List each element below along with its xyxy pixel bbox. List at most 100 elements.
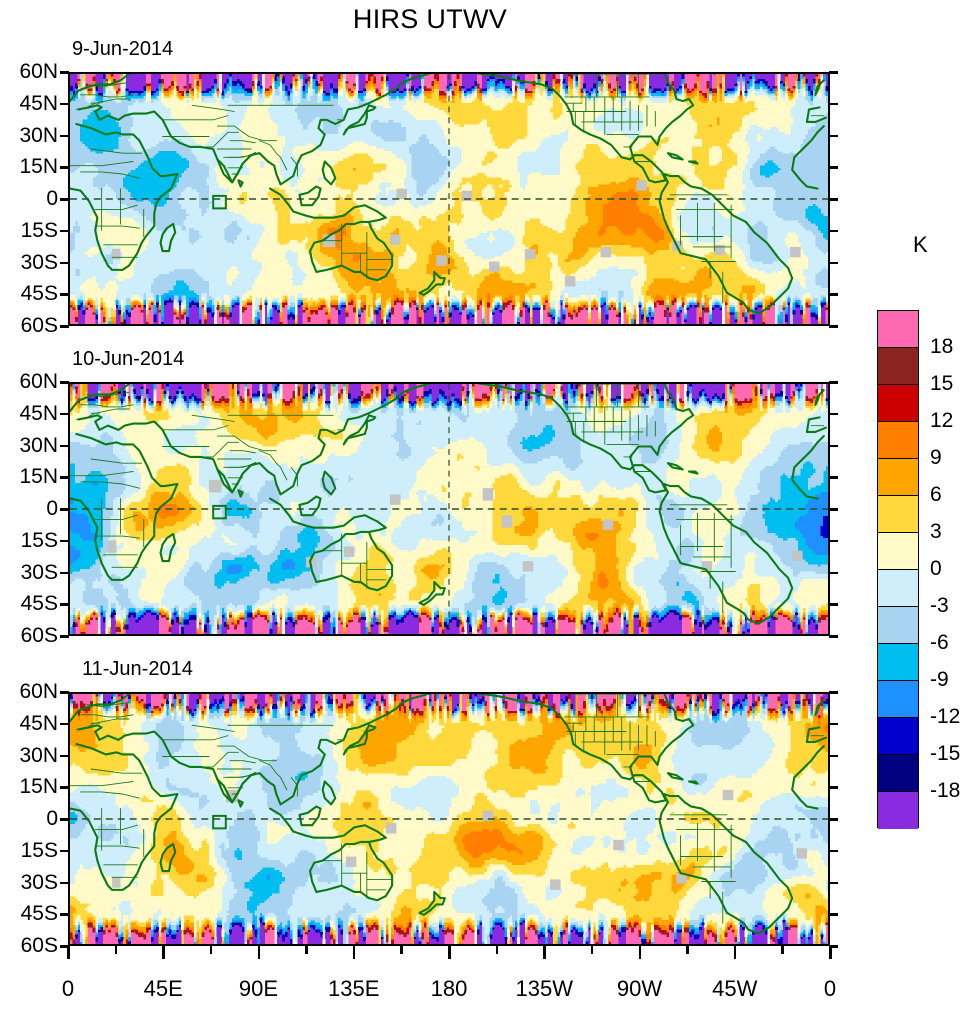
missing-data-box [524, 249, 536, 260]
colorbar-tick-label: 15 [930, 372, 954, 395]
y-axis-tick-mark [829, 754, 838, 757]
y-axis-tick-mark [60, 198, 69, 201]
y-axis-tick-label: 15S [20, 218, 58, 242]
country-border-line [259, 450, 288, 481]
country-border-line [94, 204, 138, 210]
coastline [814, 79, 825, 96]
coastline [687, 780, 699, 785]
y-axis-tick-mark [829, 476, 838, 479]
colorbar-segment [878, 311, 918, 348]
coastline [321, 160, 337, 186]
country-border-line [94, 514, 138, 520]
country-border-line [162, 735, 229, 741]
colorbar-tick-label: 12 [930, 409, 954, 432]
country-border-line [229, 760, 256, 764]
y-axis-tick-mark [60, 476, 69, 479]
y-axis-tick-mark [60, 818, 69, 821]
y-axis-tick-label: 60N [19, 60, 58, 83]
colorbar-segment [878, 459, 918, 496]
coastline [476, 694, 695, 804]
y-axis-tick-mark [829, 134, 838, 137]
y-axis-tick-label: 0 [46, 187, 58, 210]
x-axis-tick-label: 135W [515, 976, 573, 1001]
missing-data-box [501, 515, 513, 528]
y-axis-tick-mark [60, 913, 69, 916]
contour-fill-region [70, 694, 828, 944]
missing-data-box [482, 488, 494, 501]
country-border-line [80, 171, 140, 179]
x-axis-tick-mark [638, 945, 641, 959]
y-axis-tick-label: 45S [20, 282, 58, 306]
y-axis-tick-mark [829, 261, 838, 264]
map-panel-3 [68, 692, 830, 946]
coastline [216, 462, 257, 494]
y-axis-tick-mark [829, 166, 838, 169]
x-axis-tick-mark [543, 945, 546, 959]
y-axis-tick-label: 15S [20, 838, 58, 862]
coastline [70, 122, 825, 271]
country-border-line [229, 140, 256, 144]
x-axis-tick-label: 0 [823, 976, 837, 1001]
y-axis-tick-mark [60, 508, 69, 511]
y-axis-tick-mark [60, 412, 69, 416]
country-border-line [259, 760, 288, 791]
y-axis-tick-mark [60, 381, 69, 384]
map-panel-2 [68, 382, 830, 636]
x-axis-tick-mark [495, 945, 499, 954]
coastline [666, 462, 684, 471]
x-axis-tick-mark [448, 945, 451, 959]
coastline [70, 384, 821, 433]
coastline [70, 742, 825, 891]
coastline [687, 470, 699, 475]
country-border-line [80, 481, 140, 489]
missing-data-box [390, 494, 401, 505]
y-axis-tick-mark [829, 412, 838, 416]
colorbar-tick-label: -6 [930, 631, 949, 654]
x-axis-tick-mark [305, 945, 308, 954]
contour-fill-region [70, 694, 828, 944]
colorbar-segment [878, 385, 918, 422]
colorbar-segment [878, 718, 918, 755]
y-axis-tick-mark [60, 444, 69, 447]
country-border-line [259, 140, 288, 171]
y-axis-tick-mark [829, 293, 838, 296]
y-axis-tick-mark [60, 945, 69, 948]
coastline [298, 185, 322, 207]
coastline [321, 780, 337, 806]
y-axis-tick-label: 15N [19, 775, 58, 799]
country-border-line [90, 148, 143, 154]
y-axis-tick-label: 60S [20, 934, 58, 957]
country-border-line [223, 774, 254, 778]
missing-data-box [112, 877, 121, 888]
missing-data-box [792, 550, 803, 562]
y-axis-tick-mark [60, 881, 69, 884]
map-panel-1 [68, 72, 830, 326]
colorbar-tick-label: 3 [930, 520, 942, 543]
y-axis-tick-mark [829, 381, 838, 384]
y-axis-tick-mark [829, 849, 838, 853]
x-axis-tick-mark [162, 945, 165, 959]
y-axis-tick-mark [829, 444, 838, 447]
country-border-line [191, 724, 235, 732]
x-axis-tick-mark [257, 945, 260, 959]
y-axis-tick-mark [60, 722, 69, 726]
x-axis-tick-mark [400, 945, 403, 954]
y-axis-tick-mark [829, 913, 838, 916]
missing-data-box [602, 519, 614, 530]
missing-data-box [701, 561, 713, 572]
y-axis-tick-mark [829, 102, 838, 106]
y-axis-tick-mark [829, 603, 838, 606]
y-axis-tick-label: 30N [19, 433, 58, 457]
colorbar-segment [878, 533, 918, 570]
y-axis-tick-mark [829, 198, 838, 201]
panel-date-2: 10-Jun-2014 [72, 348, 185, 370]
contour-fill-region [70, 384, 828, 634]
y-axis-tick-label: 60S [20, 314, 58, 337]
country-border-line [191, 414, 235, 422]
x-axis-tick-mark [733, 945, 737, 959]
coastline [476, 74, 695, 184]
coastline [298, 805, 322, 827]
missing-data-box [714, 244, 725, 256]
x-axis-tick-label: 90E [238, 976, 279, 1001]
colorbar-tick-label: -9 [930, 668, 949, 691]
